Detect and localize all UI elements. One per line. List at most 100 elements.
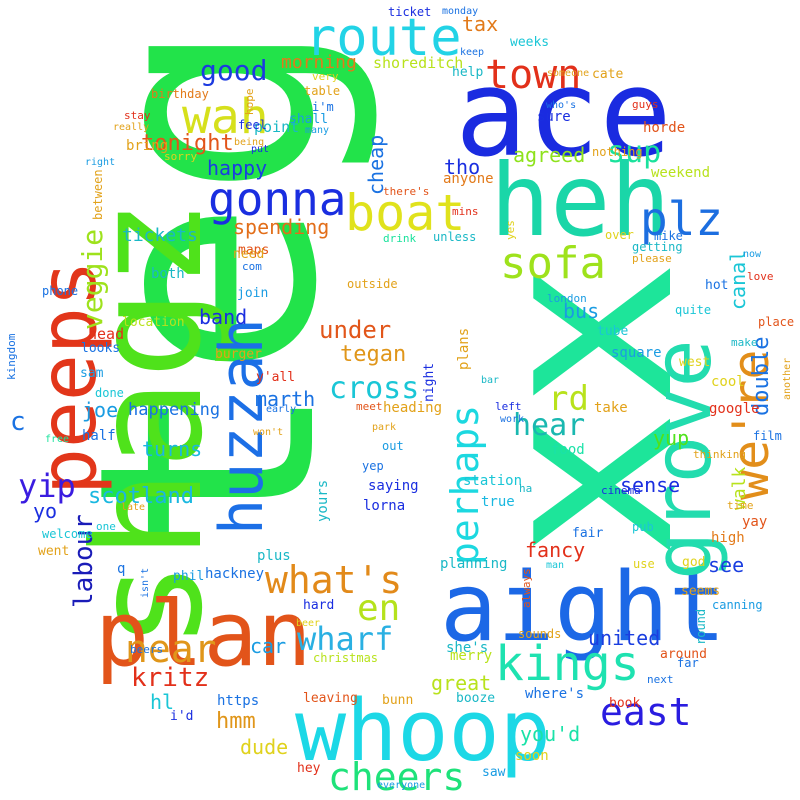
cloud-word-band: band [199, 305, 247, 329]
cloud-word-cool: cool [711, 374, 745, 390]
cloud-word-walk: walk [729, 466, 750, 510]
cloud-word-right: right [85, 157, 115, 168]
cloud-word-yes: yes [504, 220, 517, 240]
cloud-word-early: early [266, 404, 296, 415]
cloud-word-dude: dude [240, 735, 288, 759]
cloud-word-book: book [609, 696, 640, 711]
cloud-word-beers: beers [130, 643, 163, 656]
cloud-word-bar: bar [481, 375, 499, 386]
cloud-word-google: google [709, 401, 760, 417]
cloud-word-who-s: who's [546, 100, 576, 111]
cloud-word-stay: stay [124, 109, 151, 122]
cloud-word-location: location [122, 315, 185, 330]
cloud-word-cheap: cheap [364, 135, 388, 195]
cloud-word-canal: canal [726, 250, 750, 310]
cloud-word-heh: heh [490, 142, 671, 259]
cloud-word-boat: boat [345, 184, 465, 242]
cloud-word-one: one [96, 520, 116, 533]
cloud-word-plz: plz [640, 192, 723, 246]
cloud-word-feel: feel [238, 118, 267, 132]
cloud-word-yours: yours [315, 480, 331, 522]
cloud-word-round: round [694, 609, 708, 645]
cloud-word-sup: sup [607, 135, 661, 170]
cloud-word-soon: soon [515, 748, 549, 764]
cloud-word-anyone: anyone [443, 171, 494, 187]
cloud-word-east: east [600, 690, 692, 734]
cloud-word-left: left [495, 400, 522, 413]
cloud-word-aight: aight [440, 553, 726, 663]
cloud-word-huzzah: huzzah [207, 318, 277, 535]
cloud-word-tegs: tegs [34, 0, 383, 560]
cloud-word-now: now [743, 249, 762, 260]
cloud-word-veggie: veggie [76, 229, 109, 330]
cloud-word-hear: hear [513, 408, 585, 443]
cloud-word-plan: plan [95, 582, 312, 687]
cloud-word-weeks: weeks [510, 35, 549, 50]
cloud-word-whoop: whoop [295, 682, 551, 781]
cloud-word-sense: sense [620, 473, 680, 497]
cloud-word-phil: phil [173, 569, 204, 584]
cloud-word-fair: fair [572, 526, 603, 541]
cloud-word-shall: shall [289, 112, 328, 127]
cloud-word-hope: hope [243, 89, 256, 116]
cloud-word-we-re: we're [722, 349, 780, 500]
cloud-word-head: head [88, 325, 124, 343]
cloud-word-outside: outside [347, 277, 398, 291]
cloud-word-wah: wah [182, 89, 269, 145]
cloud-word-happy: happy [207, 156, 267, 180]
cloud-word-canning: canning [712, 598, 763, 612]
cloud-word-weekend: weekend [651, 165, 710, 181]
cloud-word-meet: meet [356, 400, 383, 413]
cloud-word-where-s: where's [525, 686, 584, 702]
cloud-word-west: west [679, 355, 710, 370]
cloud-word-mins: mins [452, 205, 479, 218]
cloud-word-bus: bus [563, 299, 599, 323]
cloud-word-around: around [660, 647, 707, 662]
cloud-word-sofa: sofa [500, 238, 606, 289]
cloud-word-being: being [234, 137, 264, 148]
cloud-word-between: between [91, 169, 105, 220]
cloud-word-y-all: y'all [256, 370, 295, 385]
cloud-word-kritz: kritz [131, 663, 209, 693]
cloud-word-both: both [151, 266, 185, 282]
cloud-word-welcome: welcome [42, 527, 93, 541]
cloud-word-i-d: i'd [170, 709, 193, 724]
cloud-word-yo: yo [33, 499, 57, 523]
cloud-word-getting: getting [632, 240, 683, 254]
cloud-word-out: out [382, 439, 404, 453]
cloud-word-isn-t: isn't [140, 568, 151, 598]
cloud-word-morning: morning [281, 52, 357, 73]
cloud-word-fancy: fancy [525, 538, 585, 562]
cloud-word-booze: booze [456, 691, 495, 706]
cloud-word-maps: maps [238, 243, 269, 258]
cloud-word-https: https [217, 693, 259, 709]
cloud-word-seems: seems [681, 584, 720, 599]
cloud-word-over: over [605, 228, 634, 242]
cloud-word-marth: marth [255, 387, 315, 411]
cloud-word-late: late [121, 502, 145, 513]
cloud-word-high: high [711, 530, 745, 546]
cloud-word-work: work [500, 414, 524, 425]
cloud-word-put: put [251, 144, 269, 155]
cloud-word-sounds: sounds [518, 627, 561, 641]
cloud-word-turns: turns [142, 437, 202, 461]
cloud-word-near: near [125, 627, 217, 671]
cloud-word-gonna: gonna [208, 172, 346, 226]
cloud-word-kings: kings [495, 636, 640, 692]
cloud-word-plus: plus [257, 548, 291, 564]
cloud-word-drink: drink [383, 232, 416, 245]
cloud-word-london: london [547, 292, 587, 305]
cloud-word-hey: hey [297, 761, 321, 776]
cloud-word-won-t: won't [253, 427, 283, 438]
cloud-word-make: make [731, 336, 758, 349]
cloud-word-spending: spending [233, 215, 329, 239]
cloud-word-saw: saw [482, 765, 506, 780]
cloud-word-see: see [708, 553, 744, 577]
cloud-word-park: park [372, 422, 396, 433]
cloud-word-food: food [551, 442, 585, 458]
cloud-word-burger: burger [215, 347, 262, 362]
cloud-word-rd: rd [548, 379, 589, 419]
cloud-word-take: take [594, 400, 628, 416]
